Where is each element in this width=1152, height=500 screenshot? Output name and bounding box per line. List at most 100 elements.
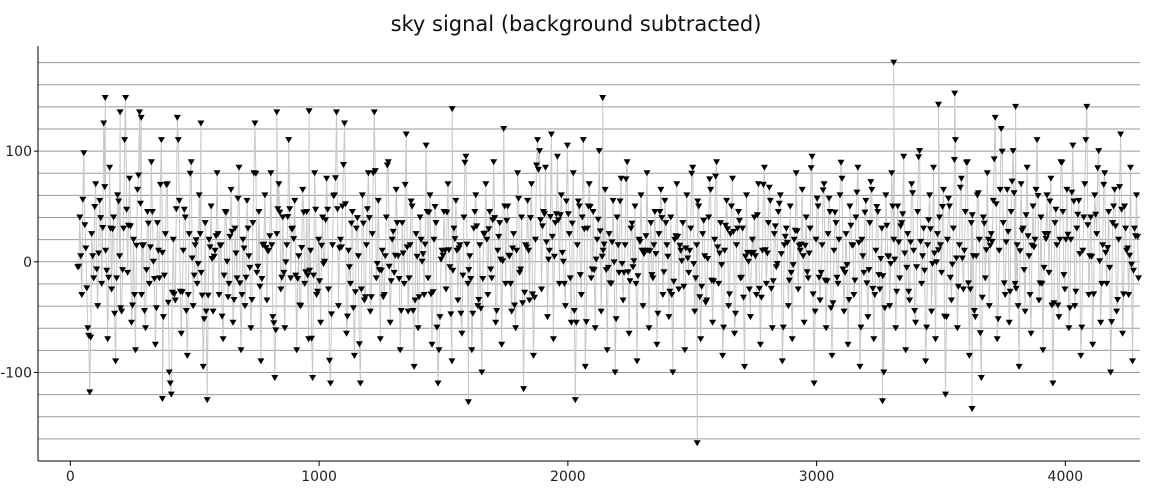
- data-point-marker: [818, 242, 826, 249]
- data-point-marker: [906, 297, 914, 304]
- data-point-marker: [461, 159, 469, 166]
- data-point-marker: [655, 231, 663, 238]
- data-point-marker: [993, 336, 1001, 343]
- data-point-marker: [860, 269, 868, 276]
- data-point-marker: [535, 166, 542, 173]
- data-point-marker: [858, 236, 866, 243]
- data-point-marker: [249, 220, 257, 227]
- data-point-marker: [392, 186, 400, 193]
- data-point-marker: [123, 206, 131, 213]
- data-point-marker: [700, 217, 708, 224]
- data-point-marker: [835, 236, 843, 243]
- data-point-marker: [885, 253, 893, 260]
- data-point-marker: [365, 215, 373, 222]
- data-point-marker: [487, 266, 495, 273]
- data-point-marker: [894, 203, 902, 210]
- data-point-marker: [629, 264, 637, 271]
- data-point-marker: [491, 215, 499, 222]
- data-point-marker: [968, 212, 976, 219]
- data-point-marker: [997, 126, 1005, 132]
- data-point-marker: [685, 269, 693, 276]
- data-point-marker: [774, 209, 782, 215]
- data-point-marker: [511, 302, 519, 309]
- data-point-marker: [500, 126, 508, 132]
- data-point-marker: [665, 314, 673, 321]
- data-point-marker: [338, 244, 345, 251]
- data-point-marker: [348, 209, 356, 215]
- data-point-marker: [572, 319, 580, 326]
- data-point-marker: [804, 275, 812, 282]
- data-point-marker: [1060, 272, 1068, 279]
- data-point-marker: [928, 308, 935, 315]
- data-point-marker: [970, 308, 978, 314]
- data-point-marker: [959, 286, 967, 293]
- data-point-marker: [786, 203, 794, 210]
- data-point-marker: [661, 197, 669, 204]
- data-point-marker: [668, 292, 676, 298]
- data-point-marker: [448, 358, 456, 365]
- data-point-marker: [579, 137, 587, 144]
- data-point-marker: [751, 253, 759, 260]
- data-point-marker: [121, 137, 129, 144]
- data-point-marker: [711, 236, 719, 243]
- data-point-marker: [100, 120, 108, 127]
- data-point-marker: [956, 184, 964, 191]
- data-point-marker: [110, 214, 118, 221]
- data-point-marker: [900, 153, 908, 160]
- data-point-marker: [1025, 253, 1033, 260]
- data-point-marker: [768, 325, 776, 332]
- y-tick-label: -100: [0, 365, 32, 381]
- data-point-marker: [729, 175, 736, 182]
- data-point-marker: [396, 347, 404, 354]
- data-point-marker: [240, 245, 248, 252]
- data-point-marker: [586, 204, 594, 210]
- data-point-marker: [587, 275, 595, 282]
- data-point-marker: [846, 203, 854, 210]
- data-point-marker: [877, 256, 885, 262]
- data-point-marker: [448, 106, 456, 113]
- data-point-marker: [477, 305, 485, 312]
- data-point-marker: [985, 303, 993, 310]
- data-point-marker: [967, 220, 975, 227]
- data-point-marker: [963, 159, 971, 166]
- data-point-marker: [1069, 142, 1077, 149]
- data-point-marker: [81, 222, 89, 229]
- data-point-marker: [290, 236, 298, 243]
- data-point-marker: [1071, 303, 1079, 310]
- data-point-marker: [803, 269, 811, 276]
- data-point-marker: [1020, 267, 1028, 274]
- data-point-marker: [1124, 245, 1132, 252]
- data-point-marker: [1035, 297, 1043, 304]
- data-point-marker: [529, 291, 536, 298]
- data-point-marker: [464, 399, 472, 406]
- data-point-marker: [677, 247, 685, 254]
- data-point-marker: [752, 292, 760, 298]
- data-point-marker: [327, 380, 334, 387]
- data-point-marker: [851, 277, 859, 284]
- data-point-marker: [1120, 291, 1128, 298]
- data-point-marker: [777, 251, 785, 258]
- data-point-marker: [153, 220, 161, 227]
- data-point-marker: [953, 325, 961, 332]
- data-point-marker: [698, 283, 706, 290]
- data-point-marker: [292, 272, 300, 279]
- data-point-marker: [562, 198, 570, 205]
- data-point-marker: [409, 308, 417, 314]
- data-point-marker: [479, 276, 487, 282]
- data-point-marker: [137, 114, 145, 121]
- data-point-marker: [205, 236, 213, 243]
- data-point-marker: [566, 275, 574, 282]
- data-point-marker: [157, 137, 165, 144]
- data-point-marker: [854, 164, 862, 171]
- data-point-marker: [1127, 164, 1134, 171]
- data-point-marker: [682, 245, 690, 252]
- data-point-marker: [792, 170, 800, 177]
- data-point-marker: [553, 153, 561, 160]
- data-point-marker: [779, 324, 787, 331]
- data-point-marker: [669, 369, 677, 376]
- data-point-marker: [506, 253, 514, 260]
- data-point-marker: [813, 195, 821, 202]
- data-point-marker: [955, 242, 963, 249]
- data-point-marker: [181, 214, 189, 221]
- data-point-marker: [793, 228, 801, 235]
